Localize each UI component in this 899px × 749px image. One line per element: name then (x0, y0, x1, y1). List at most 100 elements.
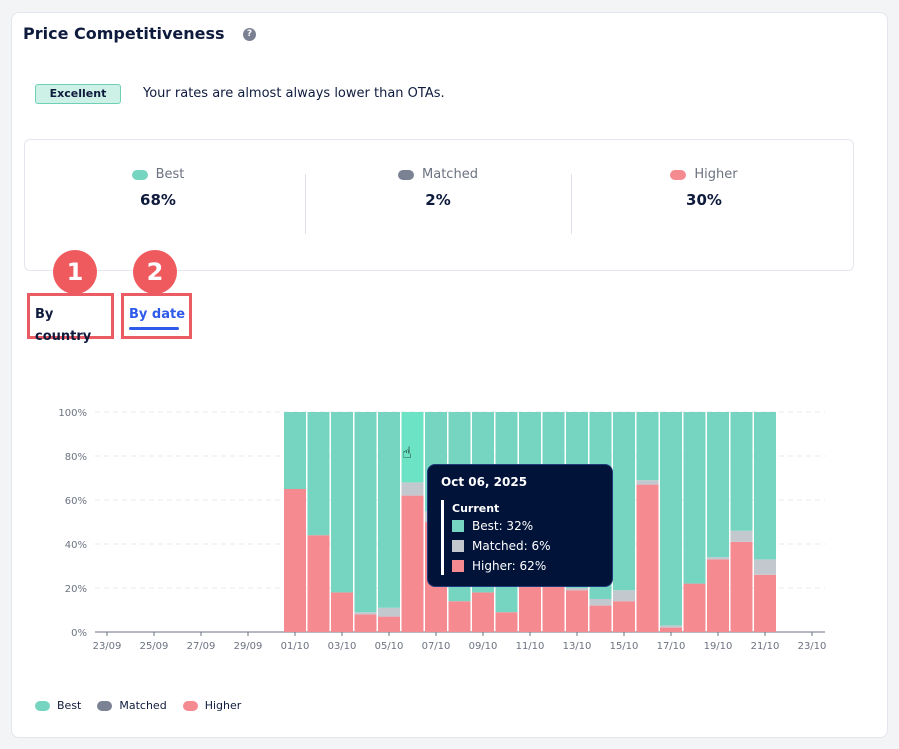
tooltip-marker (441, 500, 444, 575)
tooltip-text: Matched: 6% (472, 539, 551, 553)
x-tick-label: 17/10 (657, 641, 686, 652)
x-tick-label: 01/10 (281, 641, 310, 652)
rating-badge: Excellent (35, 84, 121, 104)
tooltip-row-higher: Higher: 62% (452, 559, 546, 573)
bar-best-01-10 (284, 412, 306, 489)
tooltip-text: Best: 32% (472, 519, 534, 533)
bar-higher-14-10 (589, 605, 612, 632)
bar-higher-03-10 (331, 592, 353, 632)
question-circle-icon[interactable]: ? (243, 28, 256, 41)
bar-matched-19-10 (707, 557, 729, 560)
legend-item-matched[interactable]: Matched (97, 699, 167, 712)
summary-matched: Matched 2% (305, 140, 571, 209)
bar-higher-20-10 (730, 541, 753, 632)
bar-higher-09-10 (472, 592, 494, 632)
annotation-marker-2: 2 (133, 250, 177, 294)
higher-swatch-icon (182, 700, 198, 711)
tooltip-section: Current (452, 502, 500, 515)
chart-tooltip: Oct 06, 2025 Current Best: 32% Matched: … (427, 464, 613, 587)
legend-label: Higher (204, 699, 242, 712)
rating-description: Your rates are almost always lower than … (143, 86, 445, 101)
bar-best-06-10 (401, 412, 424, 483)
best-swatch-icon (35, 700, 50, 711)
bar-best-17-10 (660, 412, 682, 626)
bar-higher-16-10 (636, 484, 659, 632)
chart-legend: Best Matched Higher (35, 699, 241, 712)
legend-label: Matched (119, 699, 167, 712)
bar-matched-16-10 (636, 480, 659, 485)
summary-value: 68% (140, 191, 176, 209)
bar-higher-11-10 (519, 577, 541, 632)
summary-label: Higher (694, 167, 738, 182)
tab-by-date[interactable]: By date (121, 293, 192, 339)
best-swatch-icon (131, 169, 148, 180)
summary-best: Best 68% (25, 140, 291, 209)
legend-item-best[interactable]: Best (35, 699, 81, 712)
bar-best-16-10 (636, 412, 659, 481)
tooltip-row-best: Best: 32% (452, 519, 533, 533)
bar-best-04-10 (354, 412, 377, 613)
higher-swatch-icon (452, 560, 464, 572)
y-tick-label: 0% (71, 628, 87, 639)
bar-higher-15-10 (613, 601, 635, 632)
x-tick-label: 19/10 (704, 641, 733, 652)
bar-higher-17-10 (660, 627, 682, 632)
best-swatch-icon (452, 520, 464, 532)
bar-matched-14-10 (589, 599, 612, 606)
summary-label: Best (155, 167, 185, 182)
bar-higher-01-10 (284, 489, 306, 632)
divider (571, 174, 572, 234)
x-tick-label: 25/09 (140, 641, 169, 652)
x-tick-label: 21/10 (751, 641, 780, 652)
bar-higher-04-10 (354, 614, 377, 632)
bar-matched-05-10 (378, 607, 400, 617)
bar-higher-18-10 (683, 583, 706, 632)
bar-best-02-10 (307, 412, 330, 536)
tab-by-country[interactable]: By country (27, 293, 114, 344)
tooltip-text: Higher: 62% (472, 559, 547, 573)
active-tab-indicator (129, 327, 179, 330)
bar-higher-05-10 (378, 616, 400, 632)
summary-label: Matched (422, 167, 478, 182)
matched-swatch-icon (452, 540, 464, 552)
y-tick-label: 40% (65, 540, 87, 551)
bar-higher-10-10 (495, 612, 518, 632)
x-tick-label: 05/10 (375, 641, 404, 652)
bar-higher-13-10 (566, 590, 588, 632)
x-tick-label: 09/10 (469, 641, 498, 652)
x-tick-label: 15/10 (610, 641, 639, 652)
x-tick-label: 03/10 (328, 641, 357, 652)
bar-matched-20-10 (730, 530, 753, 542)
matched-swatch-icon (398, 169, 415, 180)
tab-label: By date (129, 307, 186, 322)
bar-higher-19-10 (707, 559, 729, 632)
x-tick-label: 29/09 (234, 641, 263, 652)
summary-value: 30% (686, 191, 722, 209)
y-tick-label: 60% (65, 496, 87, 507)
page-title: Price Competitiveness (23, 24, 225, 43)
y-tick-label: 80% (65, 452, 87, 463)
x-tick-label: 23/09 (93, 641, 122, 652)
bar-matched-06-10 (401, 482, 424, 496)
bar-matched-04-10 (354, 612, 377, 615)
summary-panel: Best 68% Matched 2% Higher 30% (24, 139, 854, 271)
bar-higher-02-10 (307, 535, 330, 632)
bar-best-05-10 (378, 412, 400, 608)
x-tick-label: 07/10 (422, 641, 451, 652)
summary-value: 2% (425, 191, 451, 209)
annotation-marker-1: 1 (53, 250, 97, 294)
bar-best-03-10 (331, 412, 353, 593)
bar-higher-21-10 (754, 574, 776, 632)
tooltip-date: Oct 06, 2025 (441, 475, 528, 489)
x-tick-label: 23/10 (798, 641, 827, 652)
legend-item-higher[interactable]: Higher (182, 699, 242, 712)
y-tick-label: 100% (58, 408, 87, 419)
bar-matched-17-10 (660, 625, 682, 628)
tab-label: By country (35, 307, 92, 344)
y-tick-label: 20% (65, 584, 87, 595)
bar-best-15-10 (613, 412, 635, 591)
legend-label: Best (57, 699, 82, 712)
higher-swatch-icon (670, 169, 687, 180)
bar-matched-21-10 (754, 559, 776, 575)
cursor-icon: ☝ (402, 443, 412, 462)
